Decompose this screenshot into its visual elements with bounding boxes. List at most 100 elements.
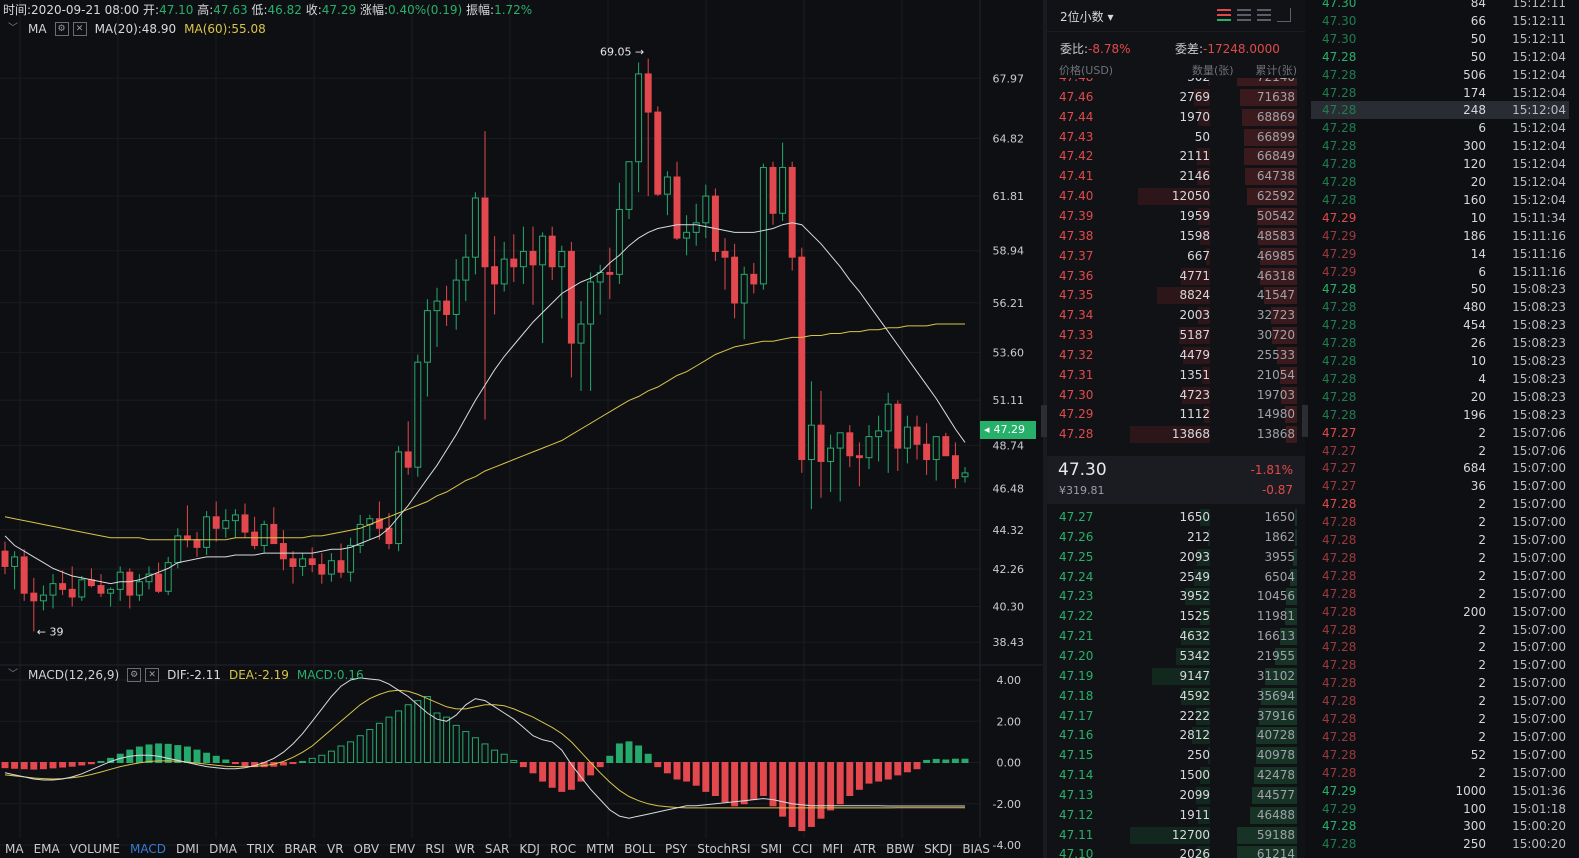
indicator-tab-bbw[interactable]: BBW (886, 842, 915, 856)
trade-row[interactable]: 47.28 2 15:07:00 (1311, 621, 1569, 639)
trade-row[interactable]: 47.29 186 15:11:16 (1311, 227, 1569, 245)
trade-row[interactable]: 47.29 14 15:11:16 (1311, 245, 1569, 263)
settings-gear-icon[interactable]: ⚙ (127, 668, 142, 682)
trade-row[interactable]: 47.28 20 15:08:23 (1311, 388, 1569, 406)
indicator-tab-ma[interactable]: MA (5, 842, 24, 856)
indicator-tab-atr[interactable]: ATR (853, 842, 877, 856)
trade-row[interactable]: 47.28 200 15:07:00 (1311, 603, 1569, 621)
ask-row[interactable]: 47.37 667 46985 (1047, 247, 1305, 266)
bid-row[interactable]: 47.24 2549 6504 (1047, 568, 1305, 587)
close-icon[interactable]: ✕ (72, 22, 87, 36)
trade-row[interactable]: 47.28 300 15:12:04 (1311, 137, 1569, 155)
trade-row[interactable]: 47.28 2 15:07:00 (1311, 728, 1569, 746)
indicator-tab-boll[interactable]: BOLL (624, 842, 656, 856)
indicator-tab-vr[interactable]: VR (326, 842, 344, 856)
trade-row[interactable]: 47.28 160 15:12:04 (1311, 191, 1569, 209)
bid-row[interactable]: 47.15 250 40978 (1047, 746, 1305, 765)
bid-row[interactable]: 47.14 1500 42478 (1047, 766, 1305, 785)
ask-row[interactable]: 47.38 1598 48583 (1047, 227, 1305, 246)
bid-row[interactable]: 47.23 3952 10456 (1047, 587, 1305, 606)
trade-row[interactable]: 47.28 2 15:07:00 (1311, 549, 1569, 567)
bid-row[interactable]: 47.11 12700 59188 (1047, 826, 1305, 845)
trade-row[interactable]: 47.28 4 15:08:23 (1311, 370, 1569, 388)
trade-row[interactable]: 47.28 120 15:12:04 (1311, 155, 1569, 173)
trade-row[interactable]: 47.28 2 15:07:00 (1311, 764, 1569, 782)
trade-row[interactable]: 47.28 20 15:12:04 (1311, 173, 1569, 191)
bid-row[interactable]: 47.17 2222 37916 (1047, 707, 1305, 726)
trade-row[interactable]: 47.28 248 15:12:04 (1311, 101, 1569, 120)
ask-row[interactable]: 47.34 2003 32723 (1047, 306, 1305, 325)
ask-row[interactable]: 47.46 2769 71638 (1047, 88, 1305, 107)
both-sides-view-icon[interactable] (1217, 8, 1231, 22)
bid-row[interactable]: 47.27 1650 1650 (1047, 508, 1305, 527)
candlestick-chart[interactable]: 67.97 64.82 61.81 58.94 56.21 53.60 51.11 48.74… (0, 0, 1043, 858)
ask-row[interactable]: 47.29 1112 14980 (1047, 405, 1305, 424)
trade-row[interactable]: 47.28 196 15:08:23 (1311, 406, 1569, 424)
ask-row[interactable]: 47.40 12050 62592 (1047, 187, 1305, 206)
trade-row[interactable]: 47.28 2 15:07:00 (1311, 495, 1569, 513)
trade-row[interactable]: 47.28 250 15:00:20 (1311, 835, 1569, 853)
indicator-tab-mfi[interactable]: MFI (822, 842, 844, 856)
settings-gear-icon[interactable]: ⚙ (54, 22, 69, 36)
trade-row[interactable]: 47.28 454 15:08:23 (1311, 316, 1569, 334)
trade-row[interactable]: 47.28 6 15:12:04 (1311, 119, 1569, 137)
trade-row[interactable]: 47.28 10 15:08:23 (1311, 352, 1569, 370)
right-resize-handle[interactable] (1302, 405, 1308, 437)
trade-row[interactable]: 47.28 2 15:07:00 (1311, 567, 1569, 585)
trade-row[interactable]: 47.30 66 15:12:11 (1311, 12, 1569, 30)
ask-row[interactable]: 47.41 2146 64738 (1047, 167, 1305, 186)
left-resize-handle[interactable] (1041, 405, 1047, 437)
chart-panel[interactable]: 67.97 64.82 61.81 58.94 56.21 53.60 51.11 48.74… (0, 0, 1043, 858)
trade-row[interactable]: 47.30 84 15:12:11 (1311, 0, 1569, 12)
indicator-tab-kdj[interactable]: KDJ (519, 842, 540, 856)
ask-row[interactable]: 47.31 1351 21054 (1047, 366, 1305, 385)
ask-row[interactable]: 47.43 50 66899 (1047, 128, 1305, 147)
close-icon[interactable]: ✕ (145, 668, 160, 682)
indicator-tab-cci[interactable]: CCI (792, 842, 813, 856)
trade-row[interactable]: 47.28 50 15:08:23 (1311, 280, 1569, 298)
bid-row[interactable]: 47.13 2099 44577 (1047, 786, 1305, 805)
indicator-tab-stochrsi[interactable]: StochRSI (697, 842, 751, 856)
indicator-tab-macd[interactable]: MACD (129, 842, 166, 856)
indicator-tab-roc[interactable]: ROC (549, 842, 577, 856)
ask-row[interactable]: 47.33 5187 30720 (1047, 326, 1305, 345)
indicator-tab-emv[interactable]: EMV (389, 842, 416, 856)
expand-icon[interactable] (1277, 8, 1291, 22)
trade-row[interactable]: 47.28 2 15:07:00 (1311, 656, 1569, 674)
indicator-tab-volume[interactable]: VOLUME (69, 842, 120, 856)
ask-row[interactable]: 47.48 302 72140 (1047, 78, 1305, 87)
indicator-tab-ema[interactable]: EMA (33, 842, 60, 856)
ask-row[interactable]: 47.39 1959 50542 (1047, 207, 1305, 226)
bids-view-icon[interactable] (1237, 8, 1251, 22)
ask-row[interactable]: 47.42 2111 66849 (1047, 147, 1305, 166)
trade-row[interactable]: 47.28 2 15:07:00 (1311, 710, 1569, 728)
trade-row[interactable]: 47.28 506 15:12:04 (1311, 66, 1569, 84)
indicator-tab-psy[interactable]: PSY (665, 842, 688, 856)
trade-row[interactable]: 47.28 50 15:12:04 (1311, 48, 1569, 66)
indicator-tab-smi[interactable]: SMI (760, 842, 783, 856)
trade-row[interactable]: 47.28 480 15:08:23 (1311, 298, 1569, 316)
ask-row[interactable]: 47.35 8824 41547 (1047, 286, 1305, 305)
bid-row[interactable]: 47.16 2812 40728 (1047, 726, 1305, 745)
bid-row[interactable]: 47.25 2093 3955 (1047, 548, 1305, 567)
ask-row[interactable]: 47.32 4479 25533 (1047, 346, 1305, 365)
indicator-tab-dmi[interactable]: DMI (175, 842, 200, 856)
indicator-tab-bias[interactable]: BIAS (962, 842, 990, 856)
precision-dropdown[interactable]: 2位小数 ▾ (1060, 10, 1114, 24)
indicator-tab-wr[interactable]: WR (454, 842, 475, 856)
bid-row[interactable]: 47.20 5342 21955 (1047, 647, 1305, 666)
trade-row[interactable]: 47.28 2 15:07:00 (1311, 638, 1569, 656)
trade-row[interactable]: 47.28 52 15:07:00 (1311, 746, 1569, 764)
trade-row[interactable]: 47.28 26 15:08:23 (1311, 334, 1569, 352)
trade-row[interactable]: 47.27 2 15:07:06 (1311, 442, 1569, 460)
trade-row[interactable]: 47.29 100 15:01:18 (1311, 800, 1569, 818)
asks-view-icon[interactable] (1257, 8, 1271, 22)
indicator-tab-skdj[interactable]: SKDJ (924, 842, 953, 856)
bid-row[interactable]: 47.12 1911 46488 (1047, 806, 1305, 825)
bid-row[interactable]: 47.18 4592 35694 (1047, 687, 1305, 706)
trade-row[interactable]: 47.29 10 15:11:34 (1311, 209, 1569, 227)
bid-row[interactable]: 47.26 212 1862 (1047, 528, 1305, 547)
indicator-tab-brar[interactable]: BRAR (284, 842, 317, 856)
trade-row[interactable]: 47.27 36 15:07:00 (1311, 477, 1569, 495)
ask-row[interactable]: 47.28 13868 13868 (1047, 425, 1305, 444)
